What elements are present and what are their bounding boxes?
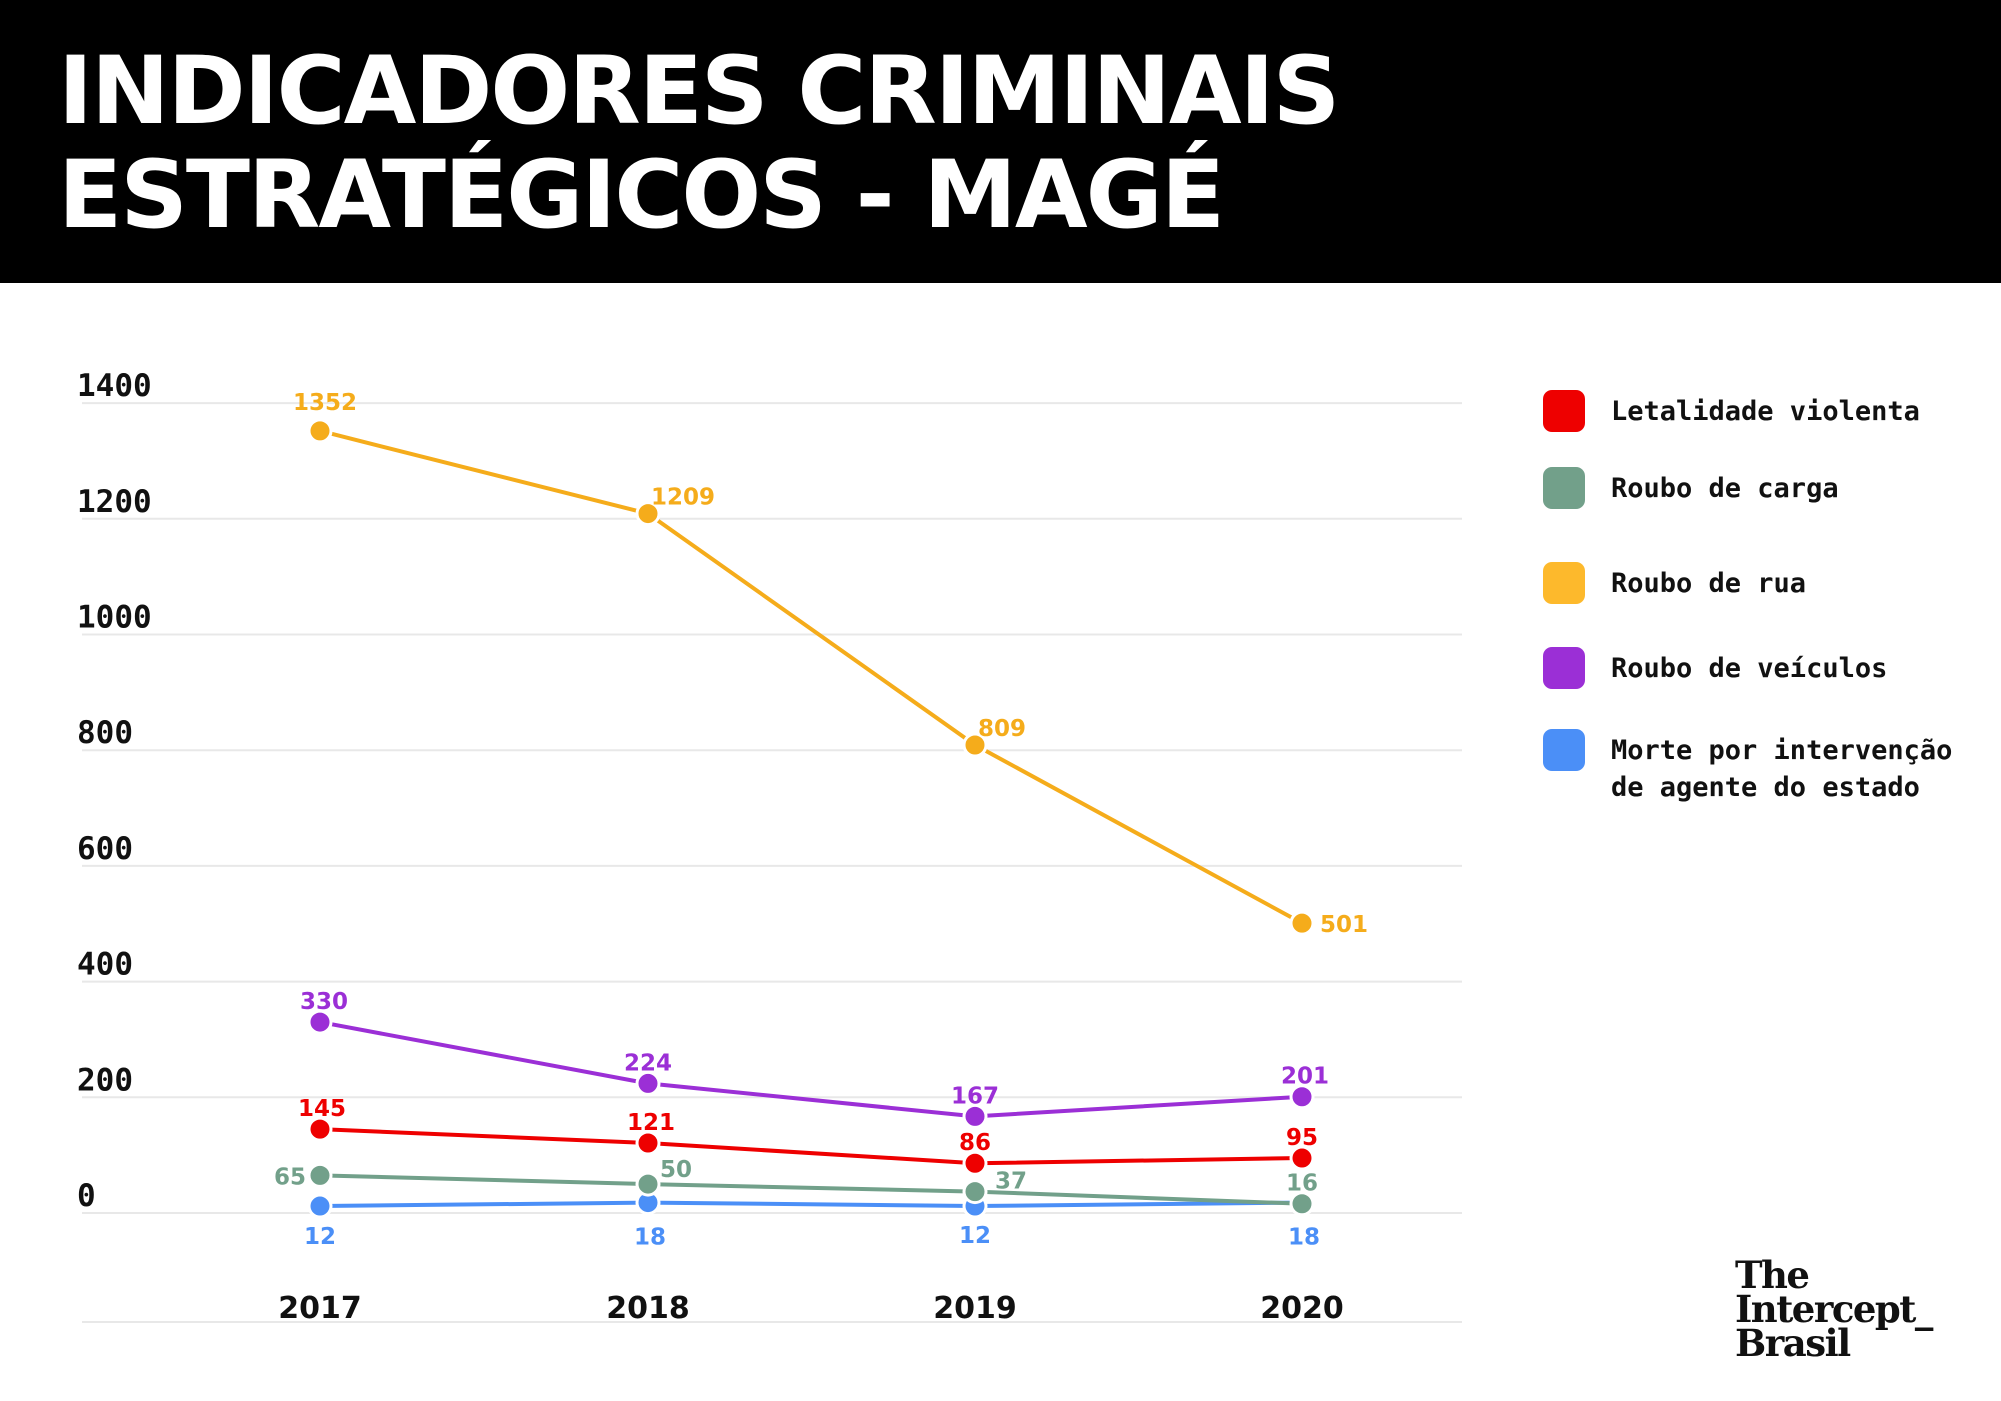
x-tick-label: 2020	[1260, 1291, 1344, 1326]
y-tick-label: 1400	[77, 368, 152, 404]
data-point	[962, 1150, 988, 1176]
y-tick-label: 0	[77, 1178, 96, 1214]
legend-swatch	[1543, 647, 1585, 689]
title-line-1: INDICADORES CRIMINAIS	[58, 37, 1340, 146]
y-axis-tick-labels: 0 200 400 600 800 1000 1200 1400	[77, 368, 152, 1214]
legend-label-line: Letalidade violenta	[1611, 396, 1920, 427]
data-label: 330	[300, 989, 348, 1015]
data-point	[1289, 1084, 1315, 1110]
data-label: 809	[978, 716, 1026, 742]
data-point	[1289, 1191, 1315, 1217]
data-point	[1289, 1145, 1315, 1171]
y-tick-label: 400	[77, 947, 133, 983]
title-line-2: ESTRATÉGICOS - MAGÉ	[58, 141, 1225, 250]
data-point	[962, 1179, 988, 1205]
data-label: 95	[1286, 1125, 1318, 1151]
legend-item-roubo-de-veiculos: Roubo de veículos	[1543, 647, 1983, 689]
legend-label-line: Roubo de rua	[1611, 568, 1807, 599]
data-point	[635, 1070, 661, 1096]
y-tick-label: 600	[77, 831, 133, 867]
data-point	[962, 1103, 988, 1129]
legend-swatch	[1543, 729, 1585, 771]
legend-item-letalidade-violenta: Letalidade violenta	[1543, 390, 1983, 432]
data-label: 37	[995, 1169, 1027, 1195]
legend-label: Roubo de carga	[1611, 470, 1839, 507]
data-label: 12	[304, 1224, 336, 1250]
header-banner: INDICADORES CRIMINAIS ESTRATÉGICOS - MAG…	[0, 0, 2001, 283]
data-label: 501	[1320, 912, 1368, 938]
data-label: 224	[624, 1050, 672, 1076]
series-morte-por-intervencao-de-agente-do-estado	[307, 1190, 1315, 1219]
legend-item-roubo-de-carga: Roubo de carga	[1543, 467, 1983, 509]
data-label: 201	[1281, 1064, 1329, 1090]
legend-label-line: Roubo de veículos	[1611, 653, 1888, 684]
logo-line: The	[1735, 1253, 1810, 1297]
data-label: 167	[951, 1083, 999, 1109]
the-intercept-brasil-logo: The Intercept_ Brasil	[1735, 1253, 1933, 1365]
data-point	[307, 1162, 333, 1188]
x-tick-label: 2019	[933, 1291, 1017, 1326]
data-point	[307, 1193, 333, 1219]
data-label: 86	[959, 1130, 991, 1156]
series-line	[318, 428, 1304, 926]
series-roubo-de-rua	[307, 418, 1315, 936]
data-point	[307, 418, 333, 444]
logo-line: Intercept_	[1735, 1287, 1933, 1331]
grid-lines	[82, 402, 1462, 1323]
x-tick-label: 2017	[278, 1291, 362, 1326]
data-label: 121	[627, 1110, 675, 1136]
series-line	[318, 1127, 1304, 1166]
data-point	[1289, 910, 1315, 936]
legend-label: Morte por intervenção de agente do estad…	[1611, 732, 1952, 806]
series-line	[318, 1173, 1304, 1206]
legend-swatch	[1543, 390, 1585, 432]
y-tick-label: 1200	[77, 484, 152, 520]
data-point	[635, 501, 661, 527]
logo-line: Brasil	[1735, 1321, 1851, 1365]
data-label: 18	[1288, 1225, 1320, 1251]
series-roubo-de-carga	[307, 1162, 1315, 1217]
y-tick-label: 800	[77, 715, 133, 751]
series-line	[318, 1200, 1304, 1209]
series-group	[307, 418, 1315, 1219]
data-label: 50	[660, 1157, 692, 1183]
data-label: 65	[274, 1164, 306, 1190]
data-point	[307, 1009, 333, 1035]
legend-label: Roubo de veículos	[1611, 650, 1887, 687]
data-point	[307, 1116, 333, 1142]
legend-label-line: Morte por intervenção	[1611, 735, 1953, 766]
legend-label-line: de agente do estado	[1611, 772, 1920, 803]
x-tick-label: 2018	[606, 1291, 690, 1326]
legend-label: Letalidade violenta	[1611, 393, 1920, 430]
legend-label: Roubo de rua	[1611, 565, 1806, 602]
data-label: 1209	[651, 485, 715, 511]
series-line	[318, 1020, 1304, 1119]
page-title: INDICADORES CRIMINAIS ESTRATÉGICOS - MAG…	[58, 37, 1340, 250]
data-labels: 12 18 12 18 65 50 37 16 145 121 86 95 330 224 167 201 13…	[274, 390, 1368, 1251]
data-label: 16	[1286, 1171, 1318, 1197]
data-label: 18	[634, 1225, 666, 1251]
x-axis-tick-labels: 2017 2018 2019 2020	[278, 1291, 1344, 1326]
legend-label-line: Roubo de carga	[1611, 473, 1839, 504]
legend-swatch	[1543, 562, 1585, 604]
legend-item-roubo-de-rua: Roubo de rua	[1543, 562, 1983, 604]
series-roubo-de-veiculos	[307, 1009, 1315, 1129]
y-tick-label: 200	[77, 1062, 133, 1098]
data-point	[962, 732, 988, 758]
y-tick-label: 1000	[77, 600, 152, 636]
legend-item-morte-por-intervencao: Morte por intervenção de agente do estad…	[1543, 729, 1983, 806]
data-label: 145	[298, 1096, 346, 1122]
data-point	[635, 1171, 661, 1197]
data-point	[635, 1130, 661, 1156]
legend-swatch	[1543, 467, 1585, 509]
data-label: 1352	[293, 390, 357, 416]
data-label: 12	[959, 1223, 991, 1249]
series-letalidade-violenta	[307, 1116, 1315, 1176]
